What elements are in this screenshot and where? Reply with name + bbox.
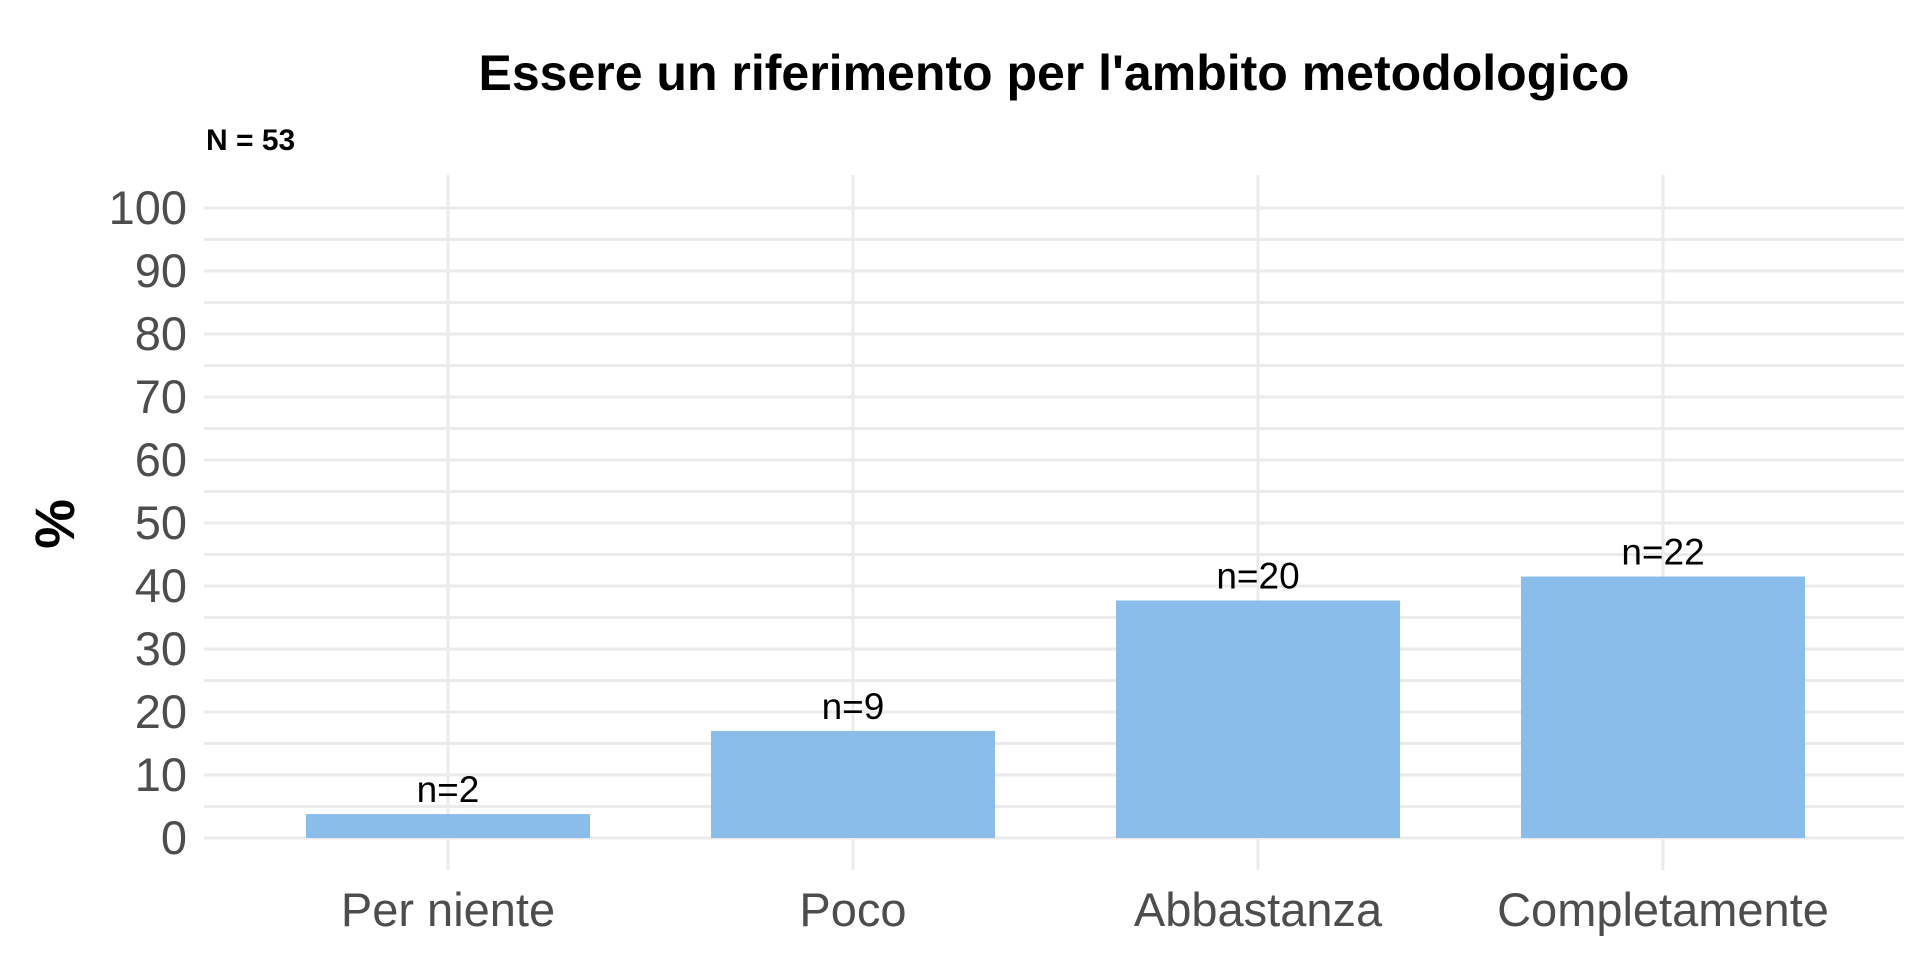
y-tick-label: 100 bbox=[109, 181, 187, 234]
y-tick-label: 70 bbox=[135, 370, 187, 423]
y-tick-label: 90 bbox=[135, 244, 187, 297]
y-tick-label: 20 bbox=[135, 685, 187, 738]
x-axis: Per niente Poco Abbastanza Completamente bbox=[341, 883, 1829, 936]
y-tick-label: 60 bbox=[135, 433, 187, 486]
bar-3 bbox=[1521, 576, 1805, 838]
y-tick-label: 50 bbox=[135, 496, 187, 549]
x-tick-label-0: Per niente bbox=[341, 883, 555, 936]
data-label-1: n=9 bbox=[822, 686, 885, 727]
bar-0 bbox=[306, 814, 590, 838]
x-tick-label-2: Abbastanza bbox=[1134, 883, 1383, 936]
bars bbox=[306, 576, 1805, 838]
y-tick-label: 30 bbox=[135, 622, 187, 675]
bar-1 bbox=[711, 730, 995, 838]
y-axis-label: % bbox=[23, 499, 86, 549]
y-tick-label: 0 bbox=[161, 811, 187, 864]
x-tick-label-1: Poco bbox=[799, 883, 906, 936]
chart-subtitle: N = 53 bbox=[206, 124, 295, 157]
y-tick-label: 40 bbox=[135, 559, 187, 612]
y-axis: 0 10 20 30 40 50 60 70 80 90 100 bbox=[109, 181, 187, 864]
chart-title: Essere un riferimento per l'ambito metod… bbox=[479, 45, 1630, 101]
x-tick-label-3: Completamente bbox=[1497, 883, 1829, 936]
y-tick-label: 10 bbox=[135, 748, 187, 801]
bar-2 bbox=[1116, 600, 1400, 838]
data-label-2: n=20 bbox=[1216, 555, 1299, 596]
y-tick-label: 80 bbox=[135, 307, 187, 360]
data-labels: n=2 n=9 n=20 n=22 bbox=[417, 532, 1705, 811]
data-label-3: n=22 bbox=[1621, 532, 1704, 573]
data-label-0: n=2 bbox=[417, 769, 480, 810]
